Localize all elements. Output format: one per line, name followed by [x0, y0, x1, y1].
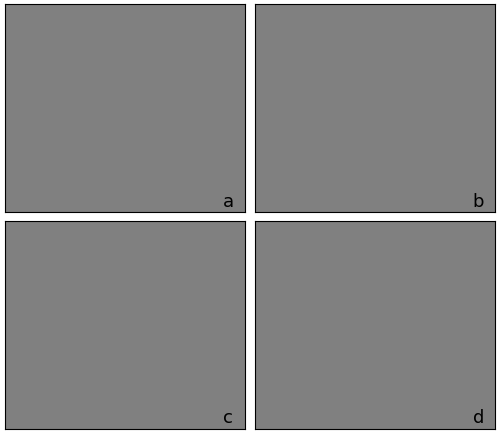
Text: b: b: [472, 193, 484, 211]
Text: c: c: [224, 409, 233, 427]
Text: d: d: [472, 409, 484, 427]
Text: a: a: [222, 193, 234, 211]
